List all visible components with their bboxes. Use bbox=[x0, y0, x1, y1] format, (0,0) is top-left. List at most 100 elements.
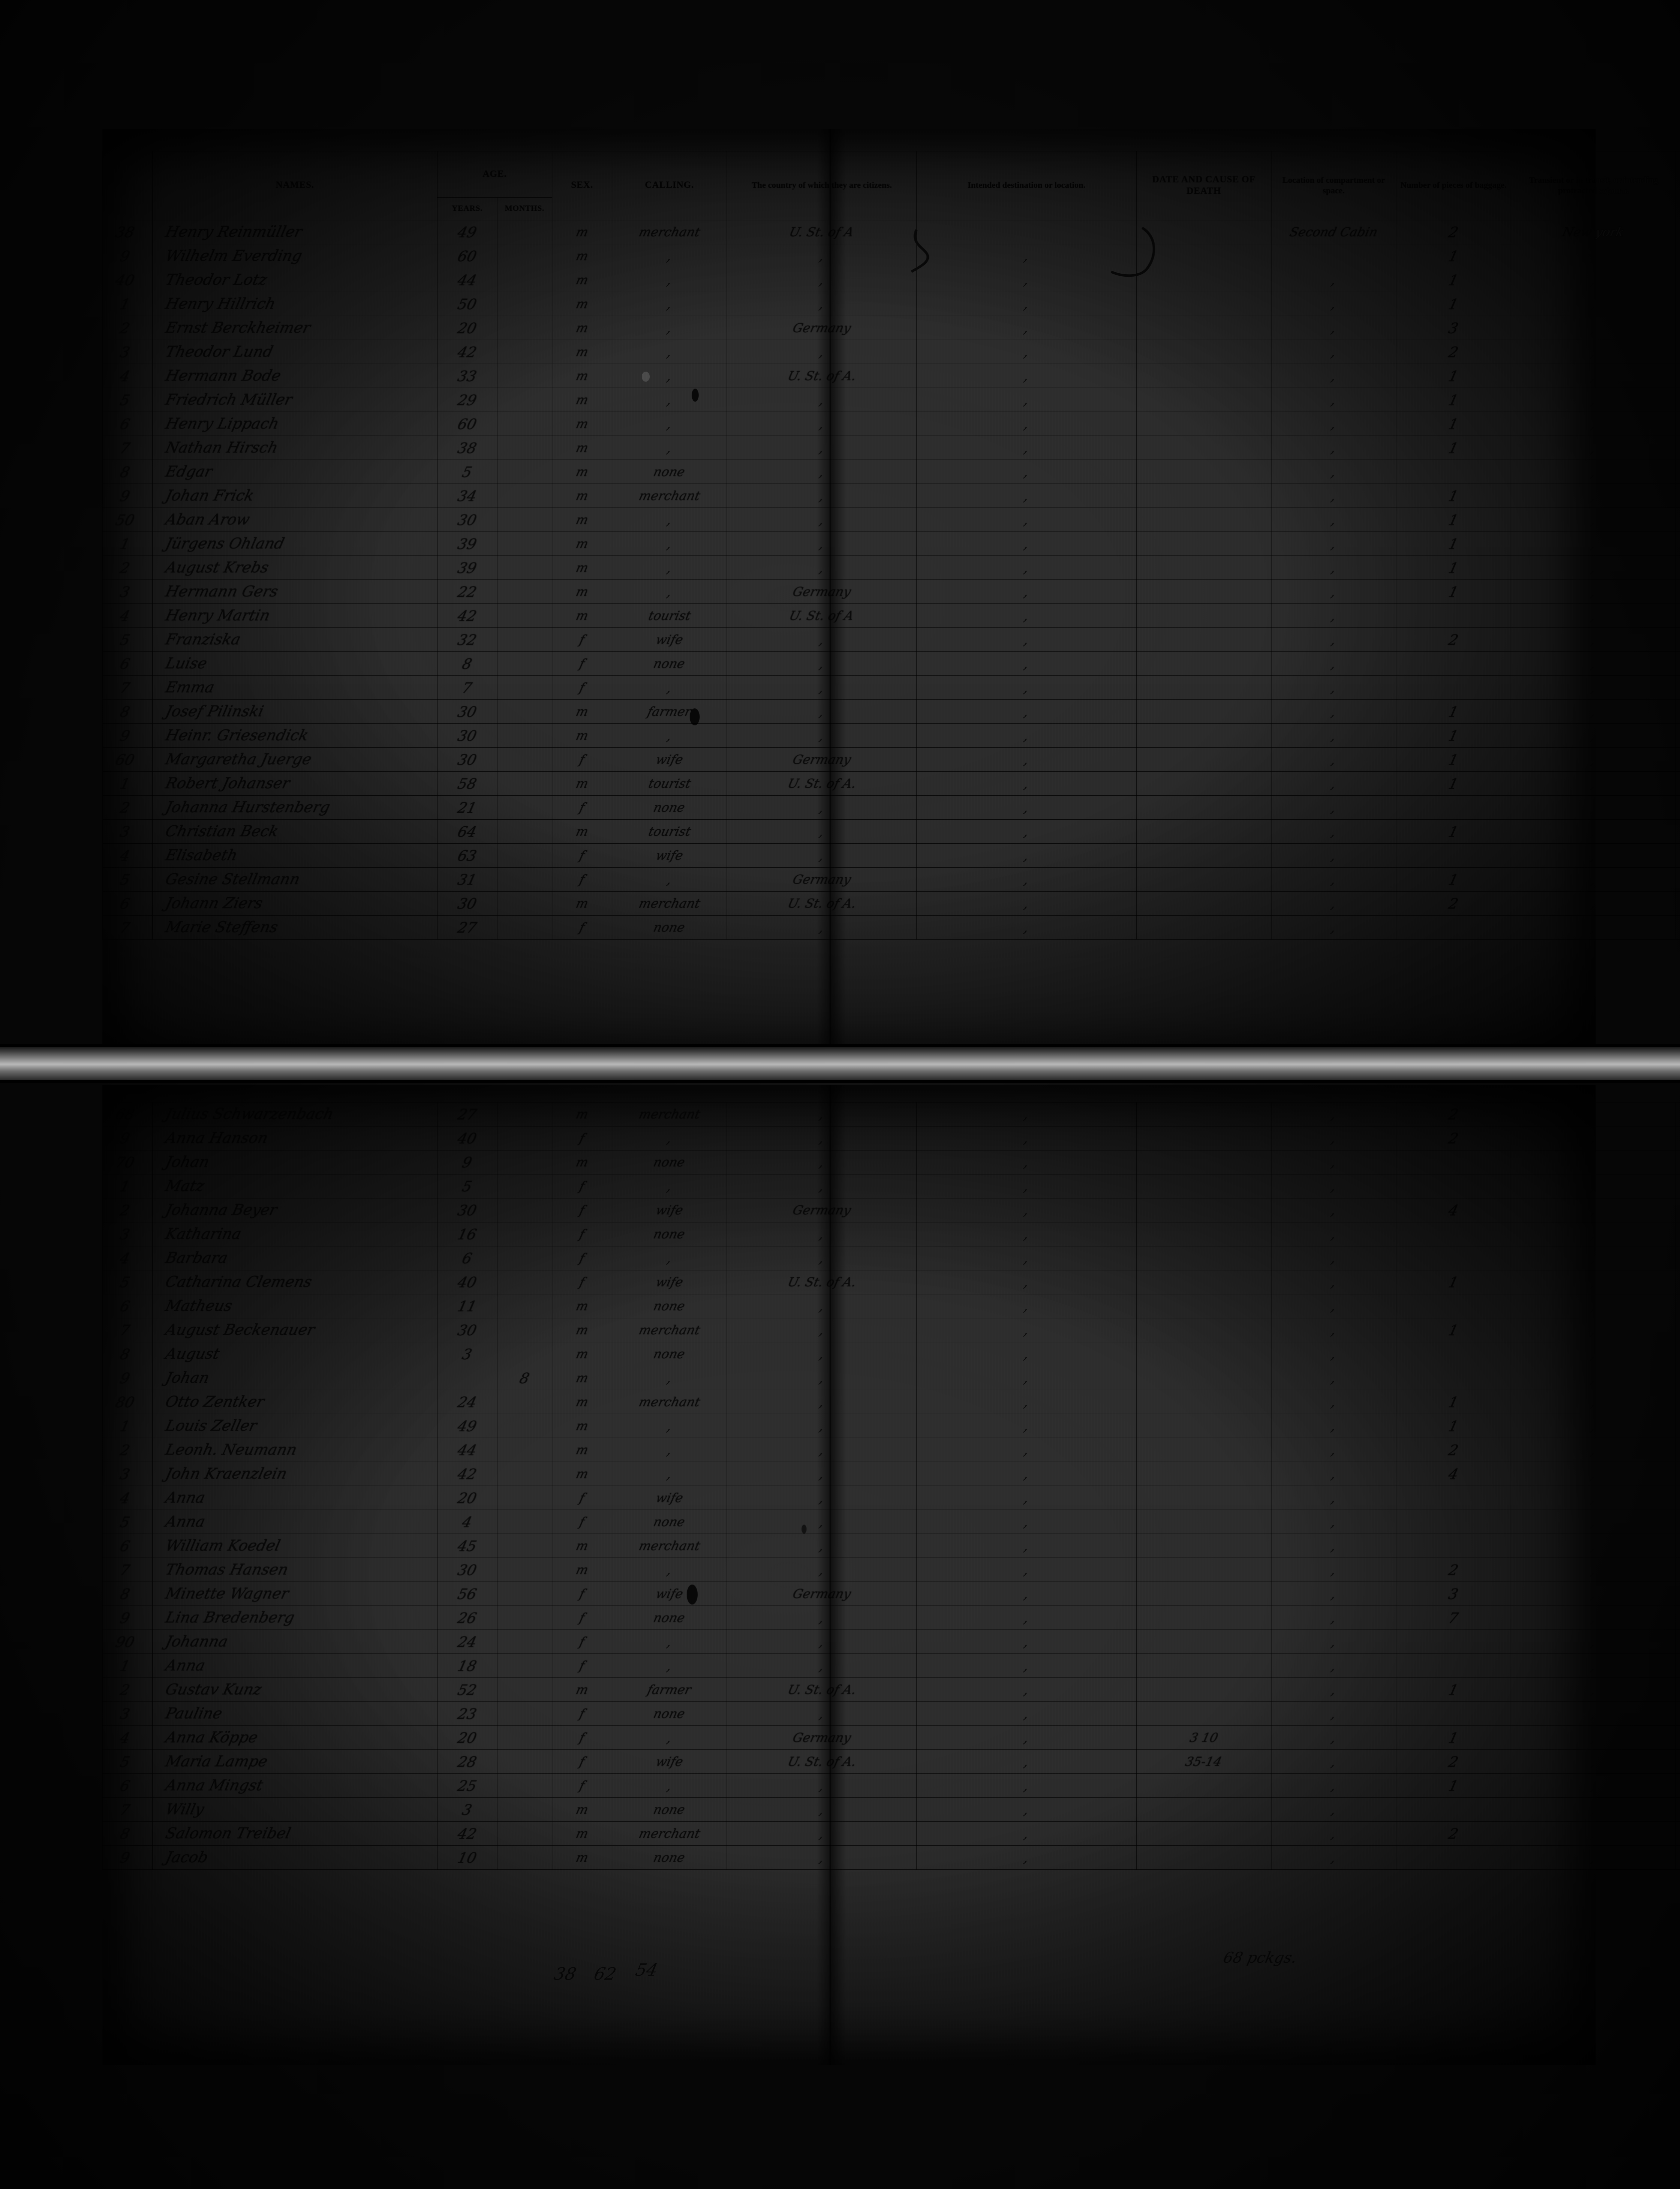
cell-bag: 4 bbox=[1396, 1198, 1511, 1222]
cell-no: 9 bbox=[102, 1366, 153, 1390]
cell-mo bbox=[497, 1486, 552, 1510]
cell-calling: none bbox=[612, 1510, 727, 1534]
cell-name: Louis Zeller bbox=[152, 1414, 437, 1438]
cell-sex: m bbox=[552, 508, 613, 532]
cell-dest: , bbox=[916, 651, 1137, 676]
cell-mo bbox=[496, 220, 553, 244]
cell-text: m bbox=[574, 273, 590, 287]
cell-no: 9 bbox=[102, 484, 153, 508]
ditto-mark: , bbox=[1022, 464, 1031, 480]
ditto-mark: , bbox=[818, 1490, 826, 1506]
table-row: 1 Matz 5 f,,,,,, bbox=[102, 1174, 1680, 1198]
ditto-mark: , bbox=[1329, 1514, 1338, 1530]
ditto-mark: , bbox=[665, 440, 674, 456]
cell-death bbox=[1136, 484, 1272, 508]
cell-dest: , bbox=[916, 1606, 1137, 1630]
cell-text: 1 bbox=[1447, 703, 1460, 720]
cell-text: Johan Frick bbox=[163, 487, 256, 505]
ditto-mark: , bbox=[1589, 1418, 1598, 1434]
cell-text: 9 bbox=[118, 727, 132, 744]
cell-text: 3 bbox=[118, 343, 132, 361]
cell-yr: 42 bbox=[437, 1462, 497, 1486]
cell-transit: , bbox=[1511, 867, 1677, 892]
table-row: 38 Henry Reinmüller 49 m merchant U. St. of A… bbox=[102, 220, 1680, 244]
ditto-mark: , bbox=[1022, 1226, 1031, 1242]
cell-last: , bbox=[1676, 1701, 1680, 1726]
cell-text: 5 bbox=[118, 1513, 132, 1531]
cell-dest: , bbox=[916, 795, 1137, 820]
cell-loc: , bbox=[1271, 1462, 1396, 1486]
ditto-mark: , bbox=[1329, 1586, 1338, 1602]
cell-loc: , bbox=[1271, 1318, 1396, 1342]
cell-dest: , bbox=[916, 1390, 1137, 1414]
cell-death bbox=[1136, 603, 1272, 628]
cell-transit: , bbox=[1511, 771, 1677, 796]
cell-name: Josef Pilinski bbox=[152, 699, 437, 724]
cell-death bbox=[1136, 723, 1272, 748]
cell-no: 4 bbox=[102, 1486, 153, 1510]
cell-loc: , bbox=[1271, 340, 1397, 364]
cell-text: 7 bbox=[1447, 1609, 1460, 1627]
cell-loc: , bbox=[1271, 1270, 1396, 1294]
cell-no: 3 bbox=[102, 1701, 153, 1726]
cell-no: 5 bbox=[102, 388, 153, 412]
ditto-mark: , bbox=[818, 1394, 826, 1410]
cell-mo bbox=[497, 1510, 552, 1534]
cell-mo bbox=[497, 1845, 552, 1870]
cell-yr: 30 bbox=[437, 1198, 497, 1222]
cell-text: f bbox=[578, 1658, 586, 1673]
cell-text: f bbox=[578, 1131, 586, 1145]
cell-no: 7 bbox=[102, 675, 153, 700]
cell-text: wife bbox=[654, 1754, 685, 1769]
cell-text: f bbox=[578, 1179, 586, 1193]
cell-mo bbox=[496, 675, 553, 700]
cell-sex: m bbox=[552, 1318, 612, 1342]
cell-text: merchant bbox=[637, 1395, 702, 1409]
cell-loc: , bbox=[1271, 388, 1397, 412]
cell-mo bbox=[496, 699, 553, 724]
cell-sex: m bbox=[552, 1462, 612, 1486]
cell-text: William Koedel bbox=[163, 1537, 282, 1555]
ditto-mark: , bbox=[1022, 895, 1031, 912]
cell-bag bbox=[1396, 603, 1512, 628]
cell-text: 40 bbox=[456, 1129, 478, 1147]
cell-name: Hermann Bode bbox=[152, 364, 437, 388]
cell-last: Bremen bbox=[1676, 819, 1680, 844]
cell-no: 6 bbox=[102, 412, 153, 436]
cell-calling: , bbox=[612, 723, 728, 748]
ditto-mark: , bbox=[1329, 1801, 1338, 1818]
cell-text: Katharina bbox=[163, 1225, 243, 1243]
cell-calling: none bbox=[612, 795, 728, 820]
cell-no: 2 bbox=[102, 316, 153, 340]
ditto-mark: , bbox=[1329, 703, 1338, 720]
ditto-mark: , bbox=[1022, 1753, 1031, 1770]
cell-mo bbox=[497, 1198, 552, 1222]
cell-loc: , bbox=[1271, 627, 1397, 652]
cell-mo bbox=[497, 1342, 552, 1366]
cell-dest: , bbox=[916, 699, 1137, 724]
ditto-mark: , bbox=[1329, 559, 1338, 576]
cell-text: 5 bbox=[118, 631, 132, 648]
cell-transit: , bbox=[1511, 1462, 1676, 1486]
cell-text: 8 bbox=[118, 463, 132, 481]
cell-country: , bbox=[727, 460, 917, 484]
cell-name: William Koedel bbox=[152, 1534, 437, 1558]
ditto-mark: , bbox=[818, 1514, 826, 1530]
ditto-mark: , bbox=[1589, 1226, 1598, 1242]
cell-text: 16 bbox=[456, 1225, 478, 1243]
cell-name: Theodor Lotz bbox=[152, 268, 437, 292]
cell-mo bbox=[496, 843, 553, 868]
cell-country: , bbox=[727, 436, 917, 460]
cell-death bbox=[1136, 340, 1272, 364]
cell-transit: , bbox=[1511, 1606, 1676, 1630]
cell-text: Jürgens Ohland bbox=[163, 535, 286, 552]
cell-text: 49 bbox=[456, 1417, 478, 1435]
cell-text: 2 bbox=[1447, 895, 1460, 912]
cell-mo bbox=[497, 1653, 552, 1678]
cell-sex: m bbox=[552, 436, 613, 460]
table-body-upper: 38 Henry Reinmüller 49 m merchant U. St. of A… bbox=[102, 220, 1680, 940]
cell-bag: 1 bbox=[1396, 867, 1512, 892]
cell-loc: , bbox=[1271, 1845, 1396, 1870]
cell-text: August Beckenauer bbox=[163, 1321, 317, 1339]
cell-loc: , bbox=[1271, 532, 1397, 556]
